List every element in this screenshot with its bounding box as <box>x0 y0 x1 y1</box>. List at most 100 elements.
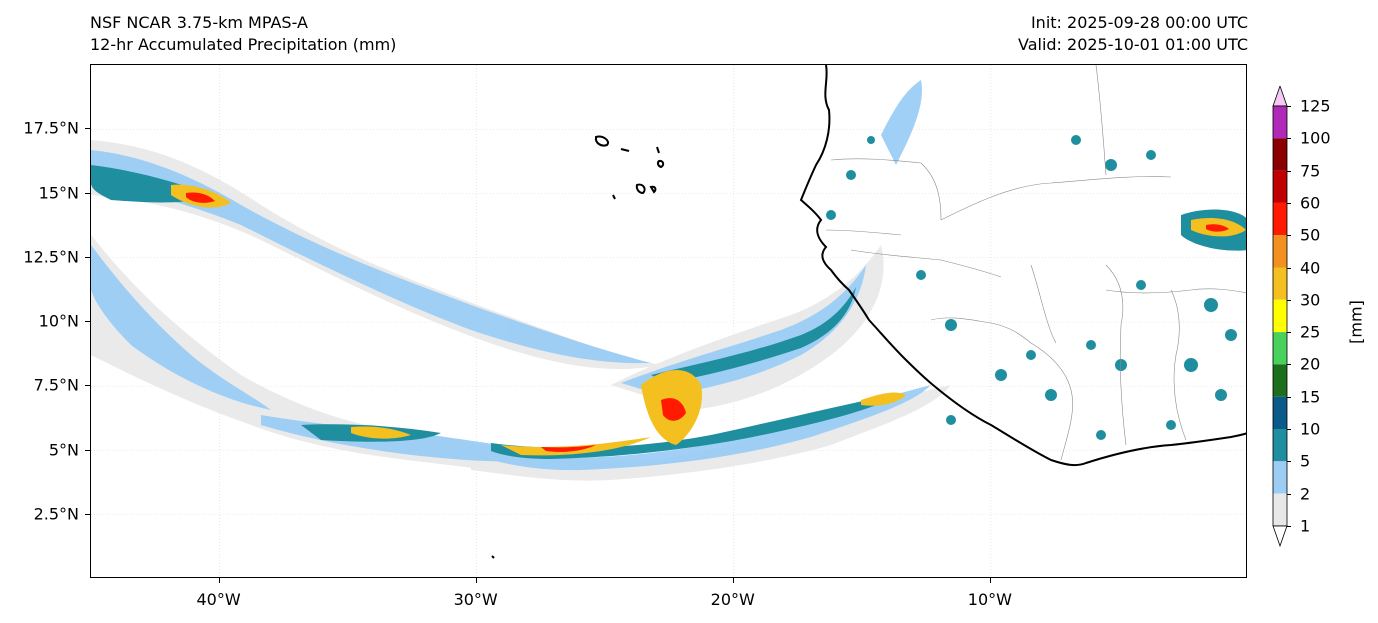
x-tick <box>732 578 734 583</box>
colorbar-tick <box>1287 332 1291 334</box>
precip-2mm-coast-north <box>881 80 922 165</box>
colorbar-level-label: 15 <box>1300 387 1321 407</box>
colorbar-level-label: 20 <box>1300 354 1321 374</box>
cell <box>1096 430 1106 440</box>
precip-halo-southwest <box>91 235 651 477</box>
colorbar-segment <box>1273 396 1287 429</box>
precip-2mm-west <box>91 245 271 410</box>
header-left: NSF NCAR 3.75-km MPAS-A 12-hr Accumulate… <box>90 12 396 56</box>
x-tick-label: 10°W <box>967 590 1012 609</box>
cell <box>1045 389 1057 401</box>
cell <box>946 415 956 425</box>
island-5 <box>635 183 646 195</box>
colorbar-segment <box>1273 332 1287 365</box>
colorbar-segment <box>1273 461 1287 494</box>
colorbar-segment <box>1273 364 1287 397</box>
island-4 <box>656 159 665 169</box>
map-panel <box>90 64 1247 578</box>
x-tick-label: 20°W <box>710 590 755 609</box>
colorbar-segment <box>1273 235 1287 268</box>
colorbar-tick <box>1287 525 1291 527</box>
y-tick <box>85 449 90 451</box>
y-tick <box>85 128 90 130</box>
precip-heavy-lower-core <box>541 445 596 452</box>
precip-heavy-hub-core <box>661 398 686 421</box>
colorbar-level-label: 60 <box>1300 193 1321 213</box>
cell <box>867 136 875 144</box>
precip-heavy-northwest-core <box>186 192 215 203</box>
cell <box>1071 135 1081 145</box>
x-tick <box>475 578 477 583</box>
cell <box>1115 359 1127 371</box>
precipitation-field <box>91 80 1246 481</box>
graticule <box>91 65 1246 577</box>
cell <box>1136 280 1146 290</box>
west-africa-coast <box>799 65 1246 467</box>
precip-heavy-lower <box>501 437 651 456</box>
precip-2mm-northwest <box>91 150 651 364</box>
model-title: NSF NCAR 3.75-km MPAS-A <box>90 13 308 32</box>
island-2 <box>620 148 630 152</box>
y-tick-label: 12.5°N <box>23 247 79 267</box>
colorbar-level-label: 100 <box>1300 128 1331 148</box>
cell <box>1204 298 1218 312</box>
y-tick <box>85 513 90 515</box>
colorbar-tick <box>1287 106 1291 107</box>
colorbar-tick <box>1287 364 1291 366</box>
colorbar-level-label: 40 <box>1300 258 1321 277</box>
header-right: Init: 2025-09-28 00:00 UTC Valid: 2025-1… <box>1018 12 1248 56</box>
cell <box>1146 150 1156 160</box>
island-7 <box>612 194 616 200</box>
y-tick <box>85 321 90 322</box>
colorbar-tick <box>1287 299 1291 301</box>
cell <box>1026 350 1036 360</box>
colorbar-level-label: 5 <box>1300 451 1311 471</box>
colorbar-level-label: 125 <box>1300 96 1331 116</box>
x-tick-label: 40°W <box>196 590 241 609</box>
cell <box>916 270 926 280</box>
x-tick <box>989 578 991 583</box>
island-6 <box>649 185 657 194</box>
colorbar <box>1272 86 1288 548</box>
colorbar-level-label: 75 <box>1300 161 1321 181</box>
colorbar-segment <box>1273 429 1287 462</box>
colorbar-tick <box>1287 235 1291 237</box>
colorbar-tick <box>1287 202 1291 204</box>
cell <box>945 319 957 331</box>
precip-halo-lower-arc <box>471 385 951 481</box>
colorbar-extend-max <box>1272 86 1288 107</box>
colorbar-level-label: 50 <box>1300 225 1321 245</box>
colorbar-level-label: 2 <box>1300 484 1311 504</box>
cell <box>1184 358 1198 372</box>
island-3 <box>656 146 660 154</box>
country-borders <box>825 65 1246 461</box>
colorbar-level-label: 30 <box>1300 290 1321 310</box>
colorbar-tick <box>1287 493 1291 495</box>
colorbar-tick <box>1287 267 1291 269</box>
y-tick-label: 2.5°N <box>33 504 79 524</box>
y-tick <box>85 385 90 387</box>
cell <box>1105 159 1117 171</box>
colorbar-segment <box>1273 267 1287 300</box>
x-tick <box>218 578 220 583</box>
y-tick-label: 17.5°N <box>23 118 79 138</box>
colorbar-tick <box>1287 461 1291 463</box>
cell <box>1215 389 1227 401</box>
colorbar-extend-min <box>1272 525 1288 548</box>
colorbar-segment <box>1273 299 1287 333</box>
island-1 <box>594 135 609 147</box>
colorbar-tick <box>1287 170 1291 172</box>
valid-time: Valid: 2025-10-01 01:00 UTC <box>1017 35 1248 54</box>
colorbar-outline <box>1272 105 1288 527</box>
coastline <box>491 65 1246 559</box>
colorbar-level-label: 10 <box>1300 419 1321 439</box>
colorbar-segment <box>1273 106 1287 139</box>
y-tick-label: 15°N <box>38 183 79 202</box>
precip-2mm-arc <box>621 265 866 395</box>
y-tick-label: 10°N <box>38 311 79 331</box>
precip-heavy-east-core <box>1206 224 1229 232</box>
precip-heavy-southwest <box>351 426 411 439</box>
y-tick-label: 5°N <box>48 440 79 459</box>
colorbar-segment <box>1273 493 1287 526</box>
colorbar-segment <box>1273 170 1287 203</box>
